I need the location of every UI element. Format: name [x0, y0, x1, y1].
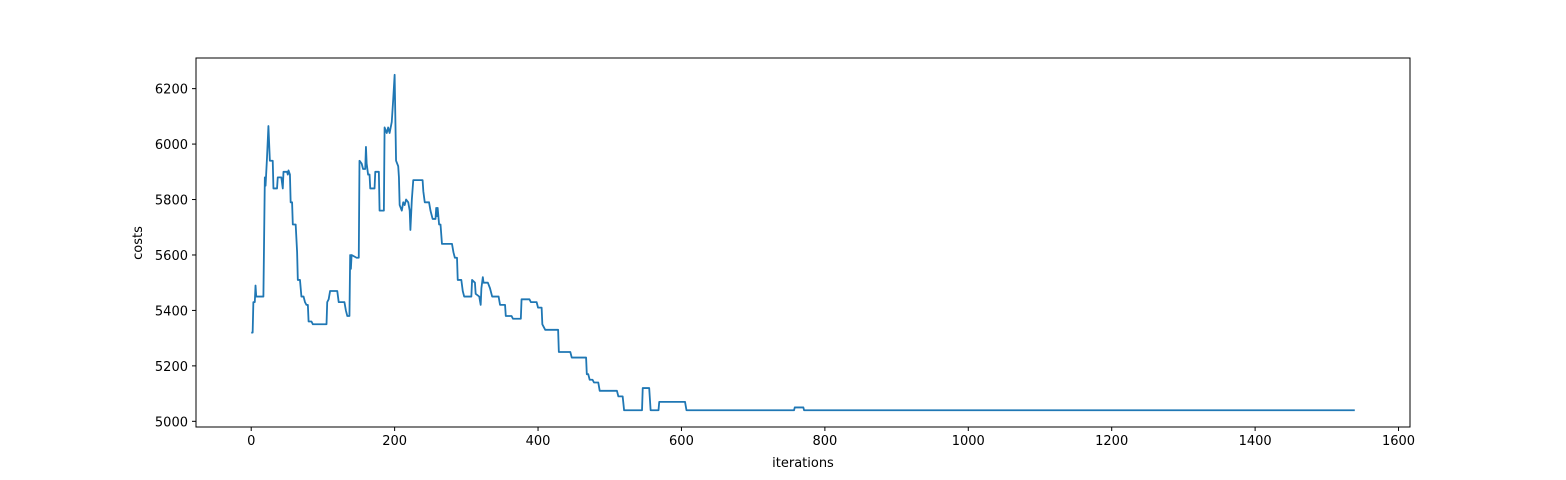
y-tick-label: 5000: [155, 415, 188, 430]
y-tick-label: 5200: [155, 360, 188, 375]
plot-frame: [195, 57, 1411, 428]
y-tick-label: 6200: [155, 83, 188, 98]
x-tick-label: 1200: [1095, 434, 1128, 449]
x-tick-label: 600: [669, 434, 694, 449]
y-axis-label: costs: [131, 226, 146, 260]
y-tick-label: 6000: [155, 138, 188, 153]
y-tick-label: 5400: [155, 304, 188, 319]
x-tick-label: 1000: [952, 434, 985, 449]
y-tick-label: 5600: [155, 249, 188, 264]
x-tick-label: 1400: [1239, 434, 1272, 449]
x-tick-label: 0: [247, 434, 255, 449]
line: [251, 73, 1355, 412]
x-tick-label: 1600: [1382, 434, 1415, 449]
y-tick-label: 5800: [155, 194, 188, 209]
x-tick-label: 200: [382, 434, 407, 449]
x-tick-label: 400: [526, 434, 551, 449]
x-tick-label: 800: [812, 434, 837, 449]
x-axis-label: iterations: [772, 456, 834, 471]
